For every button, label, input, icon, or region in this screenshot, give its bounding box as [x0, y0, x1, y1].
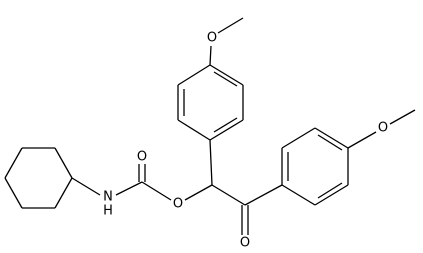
atom-label: O — [207, 31, 217, 46]
atom-label: O — [378, 121, 388, 136]
atom-label: O — [173, 197, 183, 212]
atom-label: N — [103, 190, 113, 205]
atom-label: O — [137, 150, 147, 165]
bonds — [4, 17, 416, 235]
atom-label: O — [240, 236, 250, 251]
atom-label: H — [103, 204, 113, 219]
